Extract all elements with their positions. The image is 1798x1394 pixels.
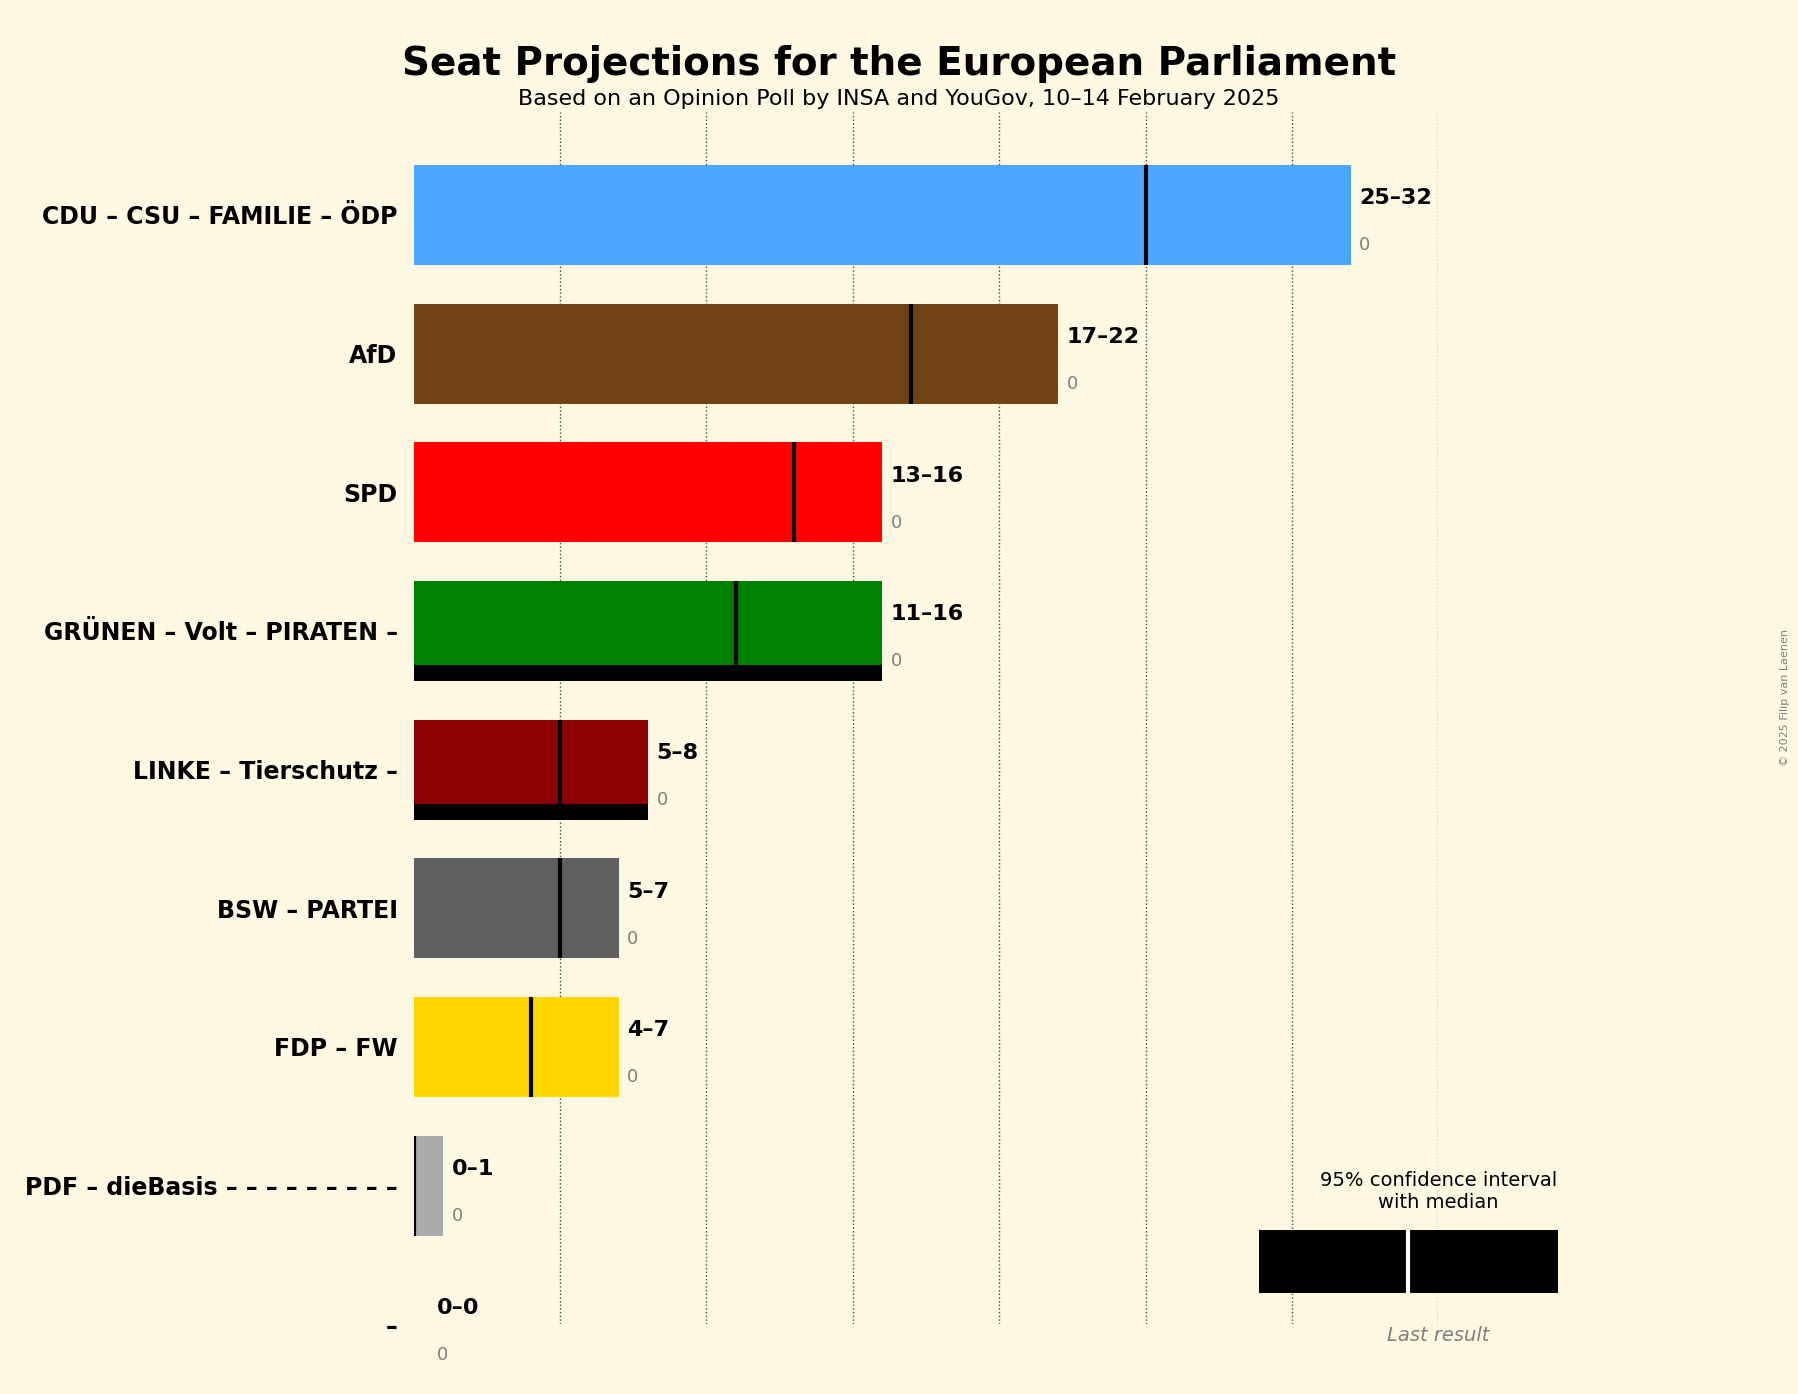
Bar bbox=[795, 442, 883, 542]
Text: 95% confidence interval
with median: 95% confidence interval with median bbox=[1320, 1171, 1557, 1213]
Bar bbox=[985, 304, 1057, 403]
Text: 13–16: 13–16 bbox=[890, 466, 964, 485]
Text: 0–0: 0–0 bbox=[437, 1298, 480, 1317]
Text: 0: 0 bbox=[1359, 237, 1370, 255]
Bar bbox=[414, 665, 883, 680]
Bar bbox=[414, 997, 530, 1097]
Text: 0: 0 bbox=[451, 1207, 462, 1225]
Bar bbox=[1145, 164, 1248, 265]
Text: 25–32: 25–32 bbox=[1359, 188, 1431, 208]
Text: 0: 0 bbox=[656, 792, 667, 809]
Bar bbox=[414, 719, 559, 820]
Bar bbox=[590, 859, 619, 958]
Text: 0–1: 0–1 bbox=[451, 1158, 494, 1179]
Text: 0: 0 bbox=[437, 1345, 448, 1363]
Text: 11–16: 11–16 bbox=[890, 605, 964, 625]
Bar bbox=[414, 859, 559, 958]
Bar bbox=[414, 304, 912, 403]
Text: Last result: Last result bbox=[1388, 1326, 1489, 1345]
Bar bbox=[604, 719, 647, 820]
Bar bbox=[414, 164, 1145, 265]
Bar bbox=[414, 803, 647, 820]
Text: 5–7: 5–7 bbox=[628, 881, 669, 902]
Text: Seat Projections for the European Parliament: Seat Projections for the European Parlia… bbox=[403, 45, 1395, 82]
Bar bbox=[735, 581, 809, 680]
Bar bbox=[1483, 1230, 1557, 1294]
Text: 5–8: 5–8 bbox=[656, 743, 699, 763]
Bar bbox=[912, 304, 985, 403]
Text: 0: 0 bbox=[1066, 375, 1077, 393]
Bar bbox=[530, 997, 619, 1097]
Bar bbox=[559, 719, 604, 820]
Text: © 2025 Filip van Laenen: © 2025 Filip van Laenen bbox=[1780, 629, 1791, 765]
Text: 4–7: 4–7 bbox=[628, 1020, 669, 1040]
Bar bbox=[1259, 1230, 1408, 1294]
Text: 0: 0 bbox=[628, 1068, 638, 1086]
Bar bbox=[414, 442, 795, 542]
Text: Based on an Opinion Poll by INSA and YouGov, 10–14 February 2025: Based on an Opinion Poll by INSA and You… bbox=[518, 89, 1280, 109]
Bar bbox=[1248, 164, 1350, 265]
Text: 0: 0 bbox=[890, 514, 903, 531]
Bar bbox=[559, 859, 590, 958]
Bar bbox=[414, 1136, 442, 1235]
Bar bbox=[809, 581, 883, 680]
Bar bbox=[1408, 1230, 1483, 1294]
Bar bbox=[414, 581, 735, 680]
Text: 17–22: 17–22 bbox=[1066, 328, 1140, 347]
Text: 0: 0 bbox=[628, 930, 638, 948]
Text: 0: 0 bbox=[890, 652, 903, 671]
